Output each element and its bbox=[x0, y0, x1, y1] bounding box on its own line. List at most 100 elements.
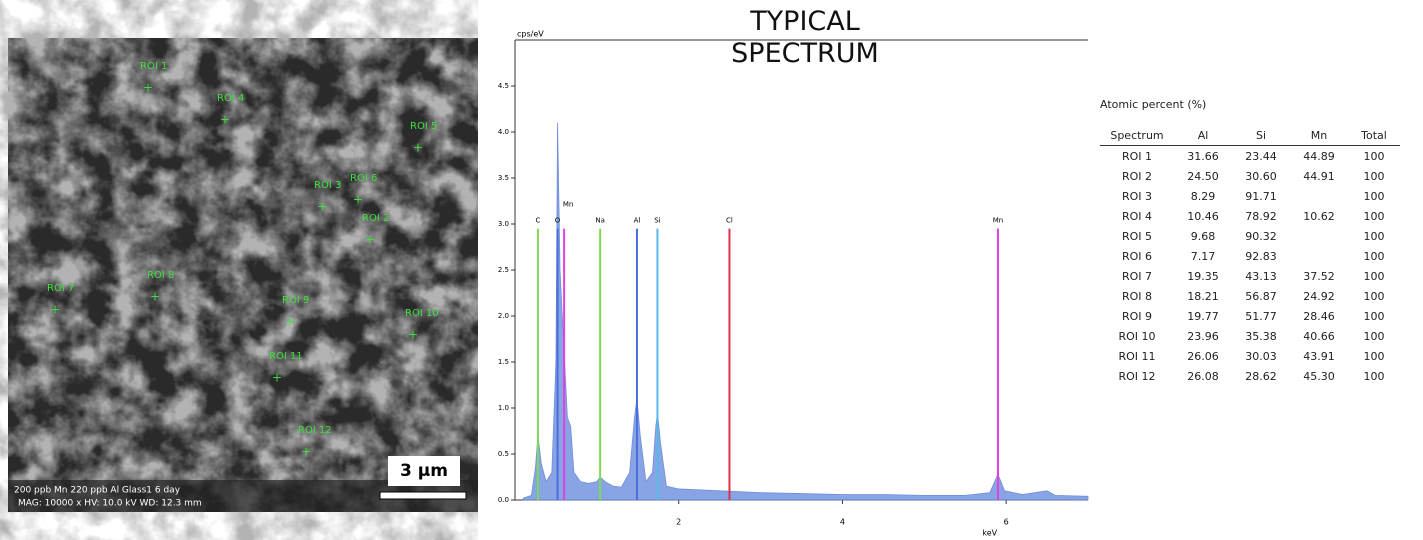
table-panel: Atomic percent (%) Spectrum Al Si Mn Total RO… bbox=[1100, 98, 1400, 386]
y-tick-label: 0.5 bbox=[498, 450, 509, 458]
cell: 23.44 bbox=[1245, 149, 1277, 163]
cell: 100 bbox=[1363, 309, 1385, 323]
table: Spectrum Al Si Mn Total ROI 1 31.66 23.44 44.89 1… bbox=[1100, 125, 1400, 386]
roi-label: ROI 6 bbox=[350, 173, 377, 184]
settings: MAG: 10000 x HV: 10.0 kV WD: 12.3 mm bbox=[18, 499, 202, 509]
cell: ROI 12 bbox=[1118, 369, 1156, 383]
cell: ROI 8 bbox=[1121, 289, 1153, 303]
header-cell: Si bbox=[1232, 125, 1290, 146]
roi-marker: + bbox=[365, 233, 375, 247]
cell: 51.77 bbox=[1245, 309, 1277, 323]
cell: ROI 9 bbox=[1121, 309, 1153, 323]
y-tick-label: 3.0 bbox=[498, 220, 509, 228]
peak-label: O bbox=[555, 217, 561, 225]
cell: 40.66 bbox=[1303, 329, 1335, 343]
cell: 24.92 bbox=[1303, 289, 1335, 303]
cell: 78.92 bbox=[1245, 209, 1277, 223]
roi-label: ROI 9 bbox=[282, 295, 309, 306]
cell: 19.77 bbox=[1187, 309, 1219, 323]
cell: 100 bbox=[1363, 209, 1385, 223]
row: ROI 8 18.21 56.87 24.92 100 bbox=[1100, 286, 1400, 306]
cell: 44.89 bbox=[1303, 149, 1335, 163]
cell: 24.50 bbox=[1187, 169, 1219, 183]
roi-marker: + bbox=[301, 445, 311, 459]
peak-label: Mn bbox=[563, 201, 573, 209]
cell: 44.91 bbox=[1303, 169, 1335, 183]
roi-label: ROI 10 bbox=[405, 308, 439, 319]
roi-marker: + bbox=[143, 81, 153, 95]
cell: ROI 4 bbox=[1121, 209, 1153, 223]
cell: 100 bbox=[1363, 289, 1385, 303]
cell: 8.29 bbox=[1190, 189, 1216, 203]
cell: 19.35 bbox=[1187, 269, 1219, 283]
cell: 26.06 bbox=[1187, 349, 1219, 363]
cell: 28.62 bbox=[1245, 369, 1277, 383]
header-cell: Total bbox=[1348, 125, 1400, 146]
chart-title: TYPICAL SPECTRUM bbox=[731, 6, 879, 69]
cell: 100 bbox=[1363, 149, 1385, 163]
header-cell: Al bbox=[1174, 125, 1232, 146]
roi-label: ROI 4 bbox=[217, 93, 244, 104]
y-tick-label: 0.0 bbox=[498, 496, 509, 504]
roi-label: ROI 7 bbox=[47, 283, 74, 294]
row: ROI 11 26.06 30.03 43.91 100 bbox=[1100, 346, 1400, 366]
cell: 90.32 bbox=[1245, 229, 1277, 243]
sem-figure: 200 ppb Mn 220 ppb Al Glass1 6 day MAG: … bbox=[8, 38, 478, 512]
cell: 100 bbox=[1363, 329, 1385, 343]
cell: ROI 5 bbox=[1121, 229, 1153, 243]
cell: 23.96 bbox=[1187, 329, 1219, 343]
spectrum-chart: cps/eV keV 0.0 0.5 1.0 1.5 2.0 2.5 3.0 3.5 4.0 4.5 2… bbox=[498, 30, 1089, 538]
y-tick-label: 2.0 bbox=[498, 312, 509, 320]
roi-label: ROI 1 bbox=[140, 61, 167, 72]
roi-label: ROI 11 bbox=[269, 351, 303, 362]
y-tick-label: 2.5 bbox=[498, 266, 509, 274]
row: ROI 10 23.96 35.38 40.66 100 bbox=[1100, 326, 1400, 346]
cell: 56.87 bbox=[1245, 289, 1277, 303]
cell: 35.38 bbox=[1245, 329, 1277, 343]
sem-texture bbox=[8, 38, 478, 512]
cell: ROI 6 bbox=[1121, 249, 1153, 263]
y-tick-label: 4.5 bbox=[498, 82, 509, 90]
peak-label: Mn bbox=[993, 217, 1003, 225]
cell: 91.71 bbox=[1245, 189, 1277, 203]
cell: 92.83 bbox=[1245, 249, 1277, 263]
peak-label: Si bbox=[654, 217, 660, 225]
peak-label: Na bbox=[595, 217, 605, 225]
table-title: Atomic percent (%) bbox=[1100, 98, 1207, 111]
row: ROI 2 24.50 30.60 44.91 100 bbox=[1100, 166, 1400, 186]
y-tick-label: 1.5 bbox=[498, 358, 509, 366]
caption: 200 ppb Mn 220 ppb Al Glass1 6 day bbox=[14, 486, 181, 496]
x-tick-label: 4 bbox=[840, 518, 845, 527]
cell: 100 bbox=[1363, 349, 1385, 363]
cell: 100 bbox=[1363, 229, 1385, 243]
roi-label: ROI 8 bbox=[147, 270, 174, 281]
cell: 10.46 bbox=[1187, 209, 1219, 223]
cell: ROI 10 bbox=[1118, 329, 1156, 343]
cell: 31.66 bbox=[1187, 149, 1219, 163]
row: ROI 6 7.17 92.83 100 bbox=[1100, 246, 1400, 266]
x-tick-label: 2 bbox=[676, 518, 681, 527]
cell: ROI 2 bbox=[1121, 169, 1153, 183]
roi-marker: + bbox=[220, 113, 230, 127]
row: ROI 1 31.66 23.44 44.89 100 bbox=[1100, 146, 1400, 167]
cell: 26.08 bbox=[1187, 369, 1219, 383]
roi-marker: + bbox=[150, 290, 160, 304]
scale-box bbox=[388, 456, 460, 486]
cell: 28.46 bbox=[1303, 309, 1335, 323]
x-axis-label: keV bbox=[982, 529, 997, 538]
roi-marker: + bbox=[285, 315, 295, 329]
cell: 7.17 bbox=[1190, 249, 1216, 263]
cell: 100 bbox=[1363, 269, 1385, 283]
cell: 100 bbox=[1363, 369, 1385, 383]
roi-marker: + bbox=[408, 328, 418, 342]
cell: 45.30 bbox=[1303, 369, 1335, 383]
roi-marker: + bbox=[413, 141, 423, 155]
row: ROI 7 19.35 43.13 37.52 100 bbox=[1100, 266, 1400, 286]
cell bbox=[1290, 226, 1348, 246]
cell: 37.52 bbox=[1303, 269, 1335, 283]
cell: 9.68 bbox=[1190, 229, 1216, 243]
roi-marker: + bbox=[353, 193, 363, 207]
row: ROI 12 26.08 28.62 45.30 100 bbox=[1100, 366, 1400, 386]
cell: 100 bbox=[1363, 169, 1385, 183]
